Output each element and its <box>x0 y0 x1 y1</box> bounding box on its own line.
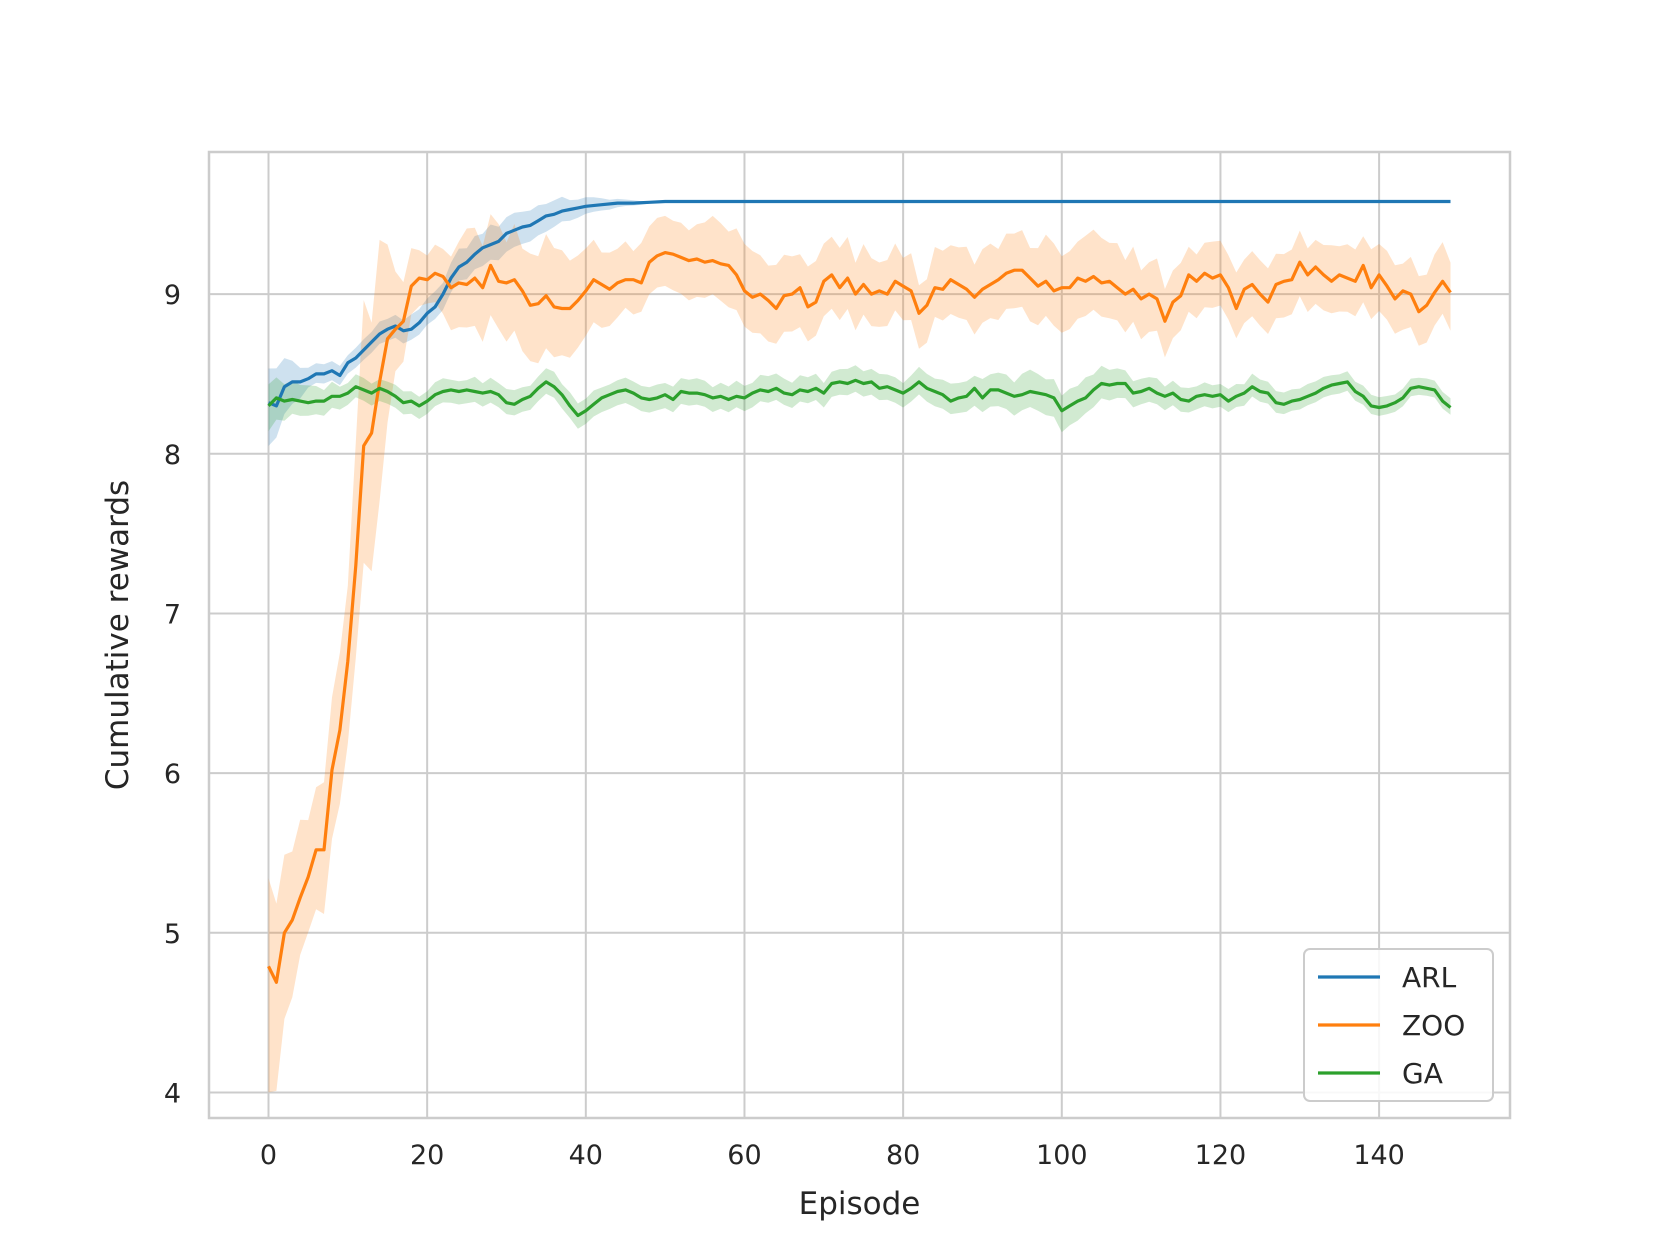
y-tick-label: 8 <box>164 440 181 471</box>
plot-frame <box>207 150 1512 1120</box>
y-axis-label: Cumulative rewards <box>100 480 136 790</box>
x-tick-label: 80 <box>886 1140 920 1171</box>
legend-label-arl: ARL <box>1402 961 1457 994</box>
x-axis-label: Episode <box>799 1186 921 1222</box>
series-lines <box>267 199 1452 984</box>
ga-confidence-band <box>268 365 1451 433</box>
x-tick-label: 140 <box>1353 1140 1405 1171</box>
x-tick-label: 40 <box>569 1140 603 1171</box>
zoo-series-line <box>267 251 1452 984</box>
confidence-bands <box>268 196 1451 1093</box>
y-tick-label: 7 <box>164 599 181 630</box>
y-tick-label: 6 <box>164 759 181 790</box>
x-tick-label: 100 <box>1036 1140 1088 1171</box>
legend-box <box>1303 948 1494 1102</box>
legend-label-zoo: ZOO <box>1402 1009 1465 1042</box>
x-axis-ticks: 0 20 40 60 80 100 120 140 <box>260 1140 1405 1171</box>
arl-series-line <box>267 199 1451 408</box>
y-axis-ticks: 4 5 6 7 8 9 <box>164 280 181 1109</box>
grid <box>209 152 1510 1118</box>
x-tick-label: 20 <box>410 1140 444 1171</box>
y-tick-label: 4 <box>164 1078 181 1109</box>
x-tick-label: 0 <box>260 1140 277 1171</box>
zoo-confidence-band <box>268 214 1451 1093</box>
ga-series-line <box>267 378 1452 418</box>
y-tick-label: 9 <box>164 280 181 311</box>
legend: ARL ZOO GA <box>1303 948 1494 1102</box>
legend-label-ga: GA <box>1402 1057 1443 1090</box>
x-tick-label: 60 <box>727 1140 761 1171</box>
x-tick-label: 120 <box>1195 1140 1247 1171</box>
y-tick-label: 5 <box>164 919 181 950</box>
